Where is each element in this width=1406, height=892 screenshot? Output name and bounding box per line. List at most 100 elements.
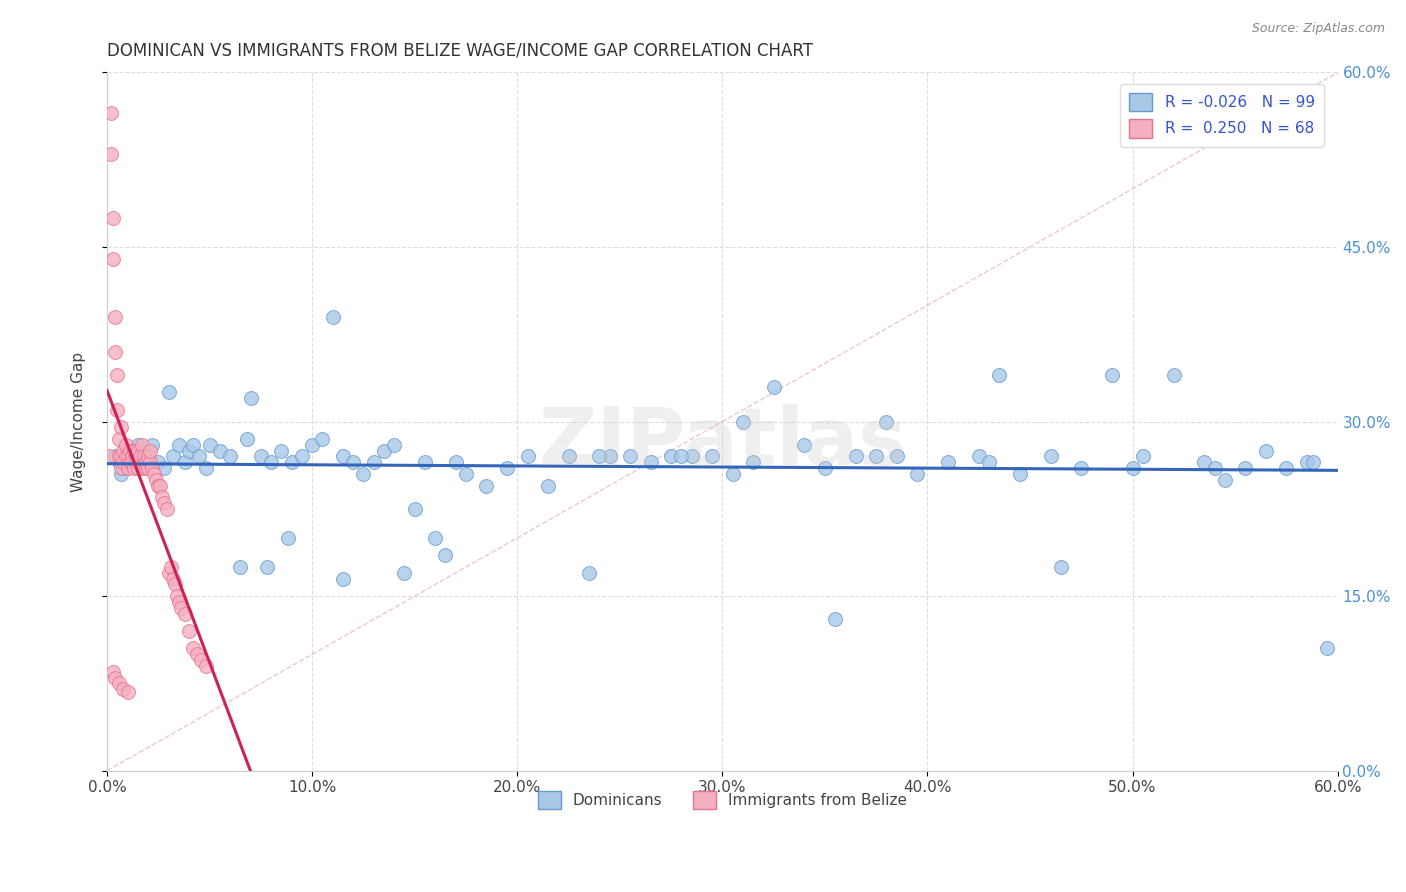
Point	[394, 566, 416, 580]
Point	[260, 455, 283, 469]
Point	[967, 450, 990, 464]
Point	[382, 438, 405, 452]
Point	[1122, 461, 1144, 475]
Point	[152, 490, 174, 504]
Point	[194, 659, 217, 673]
Point	[179, 443, 201, 458]
Point	[681, 450, 703, 464]
Point	[104, 310, 127, 324]
Point	[256, 560, 278, 574]
Point	[135, 461, 157, 475]
Point	[105, 403, 128, 417]
Point	[103, 665, 125, 679]
Point	[131, 461, 153, 475]
Point	[352, 467, 374, 481]
Point	[112, 455, 135, 469]
Point	[125, 455, 148, 469]
Point	[122, 461, 145, 475]
Point	[174, 455, 197, 469]
Point	[132, 455, 155, 469]
Point	[875, 415, 897, 429]
Point	[100, 147, 122, 161]
Point	[413, 455, 436, 469]
Point	[100, 106, 122, 120]
Point	[153, 461, 176, 475]
Point	[219, 450, 242, 464]
Point	[619, 450, 641, 464]
Point	[181, 438, 204, 452]
Point	[1213, 473, 1236, 487]
Point	[1295, 455, 1317, 469]
Point	[454, 467, 477, 481]
Point	[280, 455, 302, 469]
Point	[824, 612, 846, 626]
Point	[136, 461, 159, 475]
Point	[155, 501, 177, 516]
Point	[122, 443, 145, 458]
Point	[127, 461, 149, 475]
Point	[886, 450, 908, 464]
Point	[190, 653, 212, 667]
Point	[277, 531, 299, 545]
Point	[404, 501, 426, 516]
Point	[110, 461, 132, 475]
Point	[700, 450, 723, 464]
Point	[128, 461, 150, 475]
Point	[136, 450, 159, 464]
Point	[250, 450, 273, 464]
Point	[1008, 467, 1031, 481]
Point	[311, 432, 333, 446]
Point	[167, 438, 190, 452]
Point	[537, 478, 560, 492]
Point	[103, 252, 125, 266]
Point	[301, 438, 323, 452]
Point	[434, 549, 457, 563]
Point	[117, 461, 139, 475]
Point	[332, 450, 354, 464]
Point	[112, 461, 135, 475]
Point	[1132, 450, 1154, 464]
Point	[105, 368, 128, 382]
Point	[108, 676, 131, 690]
Point	[162, 572, 184, 586]
Point	[132, 450, 155, 464]
Point	[117, 684, 139, 698]
Point	[149, 478, 172, 492]
Point	[121, 450, 143, 464]
Point	[104, 344, 127, 359]
Point	[1194, 455, 1216, 469]
Point	[322, 310, 344, 324]
Point	[110, 467, 132, 481]
Point	[188, 450, 211, 464]
Point	[162, 450, 184, 464]
Point	[117, 443, 139, 458]
Point	[170, 600, 193, 615]
Point	[194, 461, 217, 475]
Point	[135, 455, 157, 469]
Point	[342, 455, 364, 469]
Text: Source: ZipAtlas.com: Source: ZipAtlas.com	[1251, 22, 1385, 36]
Point	[110, 450, 132, 464]
Point	[108, 432, 131, 446]
Point	[104, 450, 127, 464]
Point	[208, 443, 231, 458]
Text: ZIPatlas: ZIPatlas	[538, 403, 907, 482]
Point	[118, 455, 141, 469]
Point	[132, 450, 155, 464]
Point	[496, 461, 519, 475]
Legend: Dominicans, Immigrants from Belize: Dominicans, Immigrants from Belize	[531, 785, 912, 815]
Point	[148, 455, 170, 469]
Point	[588, 450, 610, 464]
Point	[845, 450, 868, 464]
Point	[425, 531, 447, 545]
Point	[136, 450, 159, 464]
Point	[671, 450, 693, 464]
Point	[936, 455, 959, 469]
Point	[229, 560, 252, 574]
Point	[139, 455, 162, 469]
Point	[762, 379, 785, 393]
Point	[167, 595, 190, 609]
Point	[112, 682, 135, 697]
Point	[108, 455, 131, 469]
Point	[121, 450, 143, 464]
